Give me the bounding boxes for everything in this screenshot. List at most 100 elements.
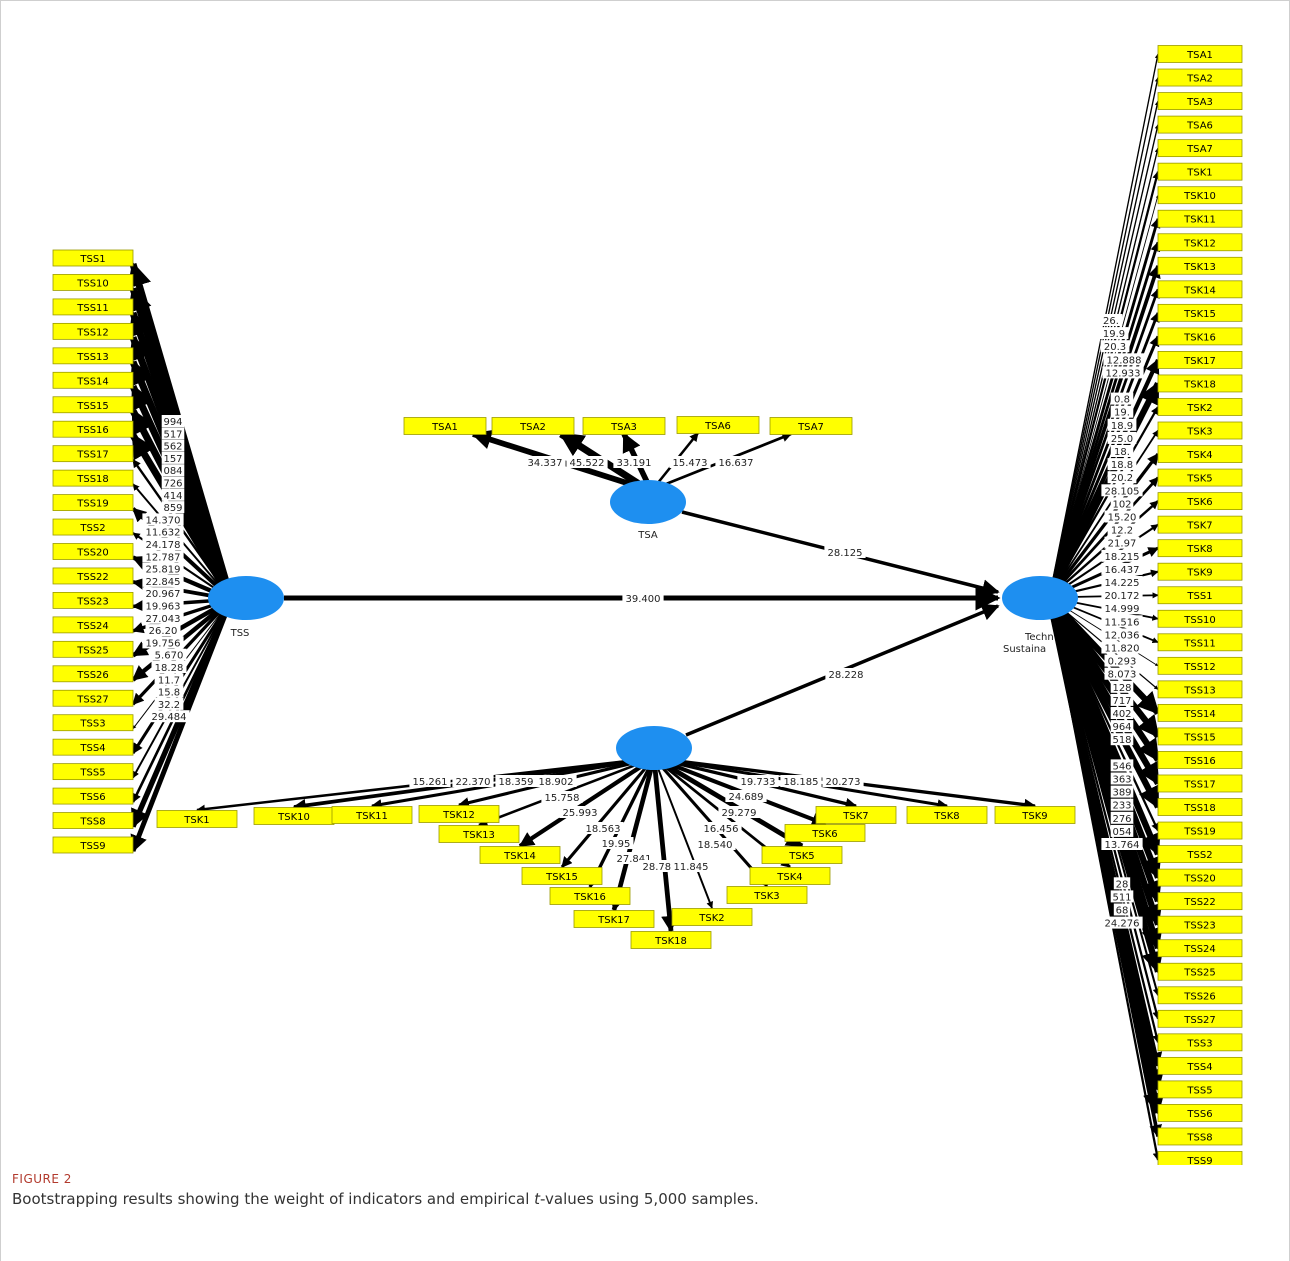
tsa-weight-tsa3: 33.191 — [613, 456, 655, 469]
box-tsk-tsk13: TSK13 — [438, 825, 520, 843]
svg-text:546: 546 — [1112, 761, 1131, 772]
svg-text:18.: 18. — [1114, 447, 1130, 458]
box-tss-tss15-label: TSS15 — [76, 401, 109, 412]
tss-weight-21: 18.28 — [151, 661, 187, 674]
box-tss-tss18-label: TSS18 — [76, 474, 109, 485]
svg-text:28.105: 28.105 — [1105, 486, 1140, 497]
box-tss-tss16: TSS16 — [52, 420, 134, 438]
box-outcome-tsk1-5: TSK1 — [1157, 162, 1243, 181]
box-outcome-tss3-42: TSS3 — [1157, 1033, 1243, 1052]
tsa-weight-tsa1: 34.337 — [524, 456, 566, 469]
box-tss-tss25-label: TSS25 — [76, 645, 109, 656]
outcome-weight-16: 15.20 — [1104, 510, 1140, 524]
edge-tsk-tsk14 — [518, 756, 656, 848]
box-outcome-tss27-41: TSS27 — [1157, 1009, 1243, 1028]
svg-text:24.689: 24.689 — [729, 792, 764, 803]
outcome-weight-7: 0.8 — [1110, 392, 1134, 406]
box-tsa-tsa1: TSA1 — [403, 417, 487, 435]
latent-label-outcome-line1: Techn — [1024, 632, 1054, 643]
svg-text:13.764: 13.764 — [1105, 840, 1140, 851]
svg-text:34.337: 34.337 — [528, 458, 563, 469]
box-outcome-tsa6-3: TSA6 — [1157, 115, 1243, 134]
edge-tss-tss9 — [130, 606, 231, 853]
box-outcome-tsk5-18: TSK5 — [1157, 468, 1243, 487]
svg-text:16.456: 16.456 — [704, 824, 739, 835]
box-tsa-tsa3-label: TSA3 — [610, 422, 637, 433]
box-outcome-tss10-24-label: TSS10 — [1183, 615, 1216, 626]
box-outcome-tsk3-16: TSK3 — [1157, 421, 1243, 440]
svg-text:19.733: 19.733 — [741, 777, 776, 788]
svg-text:0.8: 0.8 — [1114, 395, 1130, 406]
tss-weight-1: 994 — [161, 415, 185, 428]
tss-weight-14: 22.845 — [142, 574, 184, 588]
edge-outcome-tss9-47 — [1050, 611, 1161, 1161]
box-outcome-tss8-46-label: TSS8 — [1186, 1132, 1212, 1143]
tsk-weight-17: 18.185 — [780, 775, 822, 788]
box-outcome-tsk12-8: TSK12 — [1157, 233, 1243, 252]
tsk-weight-13: 16.456 — [700, 822, 742, 835]
svg-text:11.516: 11.516 — [1105, 617, 1140, 628]
svg-text:26.: 26. — [1103, 316, 1119, 327]
outcome-weight-14: 28.105 — [1101, 484, 1143, 497]
svg-text:233: 233 — [1112, 801, 1131, 812]
edge-outcome-tsk1-5 — [1050, 170, 1161, 587]
tss-weight-7: 414 — [161, 488, 185, 502]
box-tss-tss13: TSS13 — [52, 347, 134, 365]
svg-text:22.845: 22.845 — [146, 577, 181, 588]
tss-weight-2: 517 — [161, 427, 185, 440]
box-tsk-tsk17: TSK17 — [573, 910, 655, 928]
box-tss-tss24: TSS24 — [52, 616, 134, 634]
box-outcome-tsk6-19: TSK6 — [1157, 492, 1243, 511]
box-outcome-tsk15-11: TSK15 — [1157, 303, 1243, 322]
box-tsk-tsk8-label: TSK8 — [933, 811, 959, 822]
box-tsk-tsk4-label: TSK4 — [776, 872, 802, 883]
edge-tsk-tsk15 — [560, 757, 656, 868]
box-tsa-tsa7: TSA7 — [769, 417, 853, 435]
tsa-weight-tsa7: 16.637 — [715, 456, 757, 469]
outcome-weight-15: 102 — [1110, 497, 1134, 510]
outcome-weight-5: 12.933 — [1102, 366, 1144, 379]
latent-label-tss: TSS — [230, 628, 250, 639]
outcome-weight-28: 8.073 — [1104, 667, 1140, 681]
box-outcome-tss23-37-label: TSS23 — [1183, 921, 1216, 932]
svg-text:24.276: 24.276 — [1105, 919, 1140, 930]
svg-text:859: 859 — [163, 503, 182, 514]
box-tsk-tsk16-label: TSK16 — [573, 892, 606, 903]
box-tss-tss3: TSS3 — [52, 714, 134, 732]
outcome-weight-37: 389 — [1110, 785, 1134, 799]
box-tsa-tsa7-label: TSA7 — [797, 422, 824, 433]
figure-caption-text: Bootstrapping results showing the weight… — [12, 1190, 1272, 1208]
box-outcome-tsk13-9: TSK13 — [1157, 256, 1243, 275]
svg-text:11.7: 11.7 — [158, 675, 180, 686]
box-outcome-tss13-27: TSS13 — [1157, 680, 1243, 699]
svg-text:18.8: 18.8 — [1111, 460, 1133, 471]
box-outcome-tss26-40-label: TSS26 — [1183, 991, 1216, 1002]
svg-text:5.670: 5.670 — [155, 651, 184, 662]
svg-text:0.293: 0.293 — [1108, 657, 1137, 668]
tss-weight-18: 26.20 — [145, 624, 181, 637]
box-tss-tss9: TSS9 — [52, 836, 134, 854]
svg-text:18.540: 18.540 — [698, 840, 733, 851]
box-tsk-tsk12: TSK12 — [418, 805, 500, 823]
box-tsk-tsk14-label: TSK14 — [503, 851, 536, 862]
caption-text-end: -values using 5,000 samples. — [540, 1190, 759, 1208]
svg-text:21.97: 21.97 — [1108, 539, 1137, 550]
box-outcome-tss17-31: TSS17 — [1157, 774, 1243, 793]
box-tsk-tsk2: TSK2 — [671, 908, 753, 926]
svg-text:18.185: 18.185 — [784, 777, 819, 788]
box-tss-tss18: TSS18 — [52, 469, 134, 487]
edge-outcome-tsk4-17 — [1050, 453, 1160, 595]
box-outcome-tsk12-8-label: TSK12 — [1183, 238, 1216, 249]
tsk-weight-4: 18.902 — [535, 775, 577, 788]
outcome-weight-9: 18.9 — [1107, 418, 1137, 432]
box-outcome-tss6-45-label: TSS6 — [1186, 1109, 1212, 1120]
box-tsk-tsk5-label: TSK5 — [788, 851, 814, 862]
box-outcome-tss16-30: TSS16 — [1157, 751, 1243, 769]
box-tsk-tsk5: TSK5 — [761, 846, 843, 864]
outcome-weight-36: 363 — [1110, 772, 1134, 786]
box-tsk-tsk3: TSK3 — [726, 886, 808, 904]
box-outcome-tss6-45: TSS6 — [1157, 1104, 1243, 1122]
outcome-weight-45: 511 — [1110, 890, 1134, 903]
box-outcome-tss25-39: TSS25 — [1157, 962, 1243, 981]
box-outcome-tss5-44: TSS5 — [1157, 1080, 1243, 1099]
